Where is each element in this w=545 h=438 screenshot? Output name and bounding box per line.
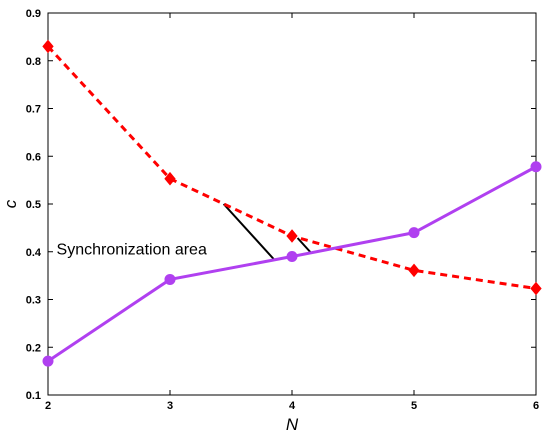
plot-area [47,12,537,396]
y-tick-label-0.5: 0.5 [26,199,41,211]
axis-ticks [47,12,537,396]
hatch-line-2 [296,237,312,253]
purple-circle-marker-3 [286,251,298,263]
y-tick-label-0.8: 0.8 [26,56,41,68]
red-diamond-marker-2 [164,171,176,186]
x-tick-label-3: 3 [167,400,173,412]
y-axis-title: c [1,199,20,208]
x-tick-label-2: 2 [45,400,51,412]
y-tick-label-0.3: 0.3 [26,295,41,307]
red-diamond-marker-4 [408,263,420,278]
synchronization-area-label: Synchronization area [57,241,207,258]
y-tick-label-0.9: 0.9 [26,8,41,20]
purple-circle-marker-1 [42,355,54,367]
hatch-line-1 [222,203,275,260]
data-series-layer [42,39,542,367]
y-tick-label-0.4: 0.4 [26,247,42,259]
x-tick-label-5: 5 [411,400,417,412]
purple-circle-marker-4 [408,227,420,239]
x-axis-title: N [286,415,299,434]
y-tick-label-0.1: 0.1 [26,390,41,402]
purple-circle-marker-5 [530,161,542,173]
red-diamond-marker-5 [530,281,542,296]
y-tick-label-0.6: 0.6 [26,151,41,163]
purple-circle-marker-2 [164,273,176,285]
x-tick-label-6: 6 [533,400,539,412]
synchronization-area-hatching [222,203,312,260]
axis-labels: 2 3 4 5 6 0.1 0.2 0.3 0.4 0.5 0.6 0.7 0.8 0.9 [26,8,539,412]
y-tick-label-0.7: 0.7 [26,104,41,116]
plot-frame [47,12,537,396]
x-tick-label-4: 4 [289,400,296,412]
red-diamond-marker-1 [42,39,54,54]
y-tick-label-0.2: 0.2 [26,342,41,354]
red-diamond-marker-3 [286,229,298,243]
